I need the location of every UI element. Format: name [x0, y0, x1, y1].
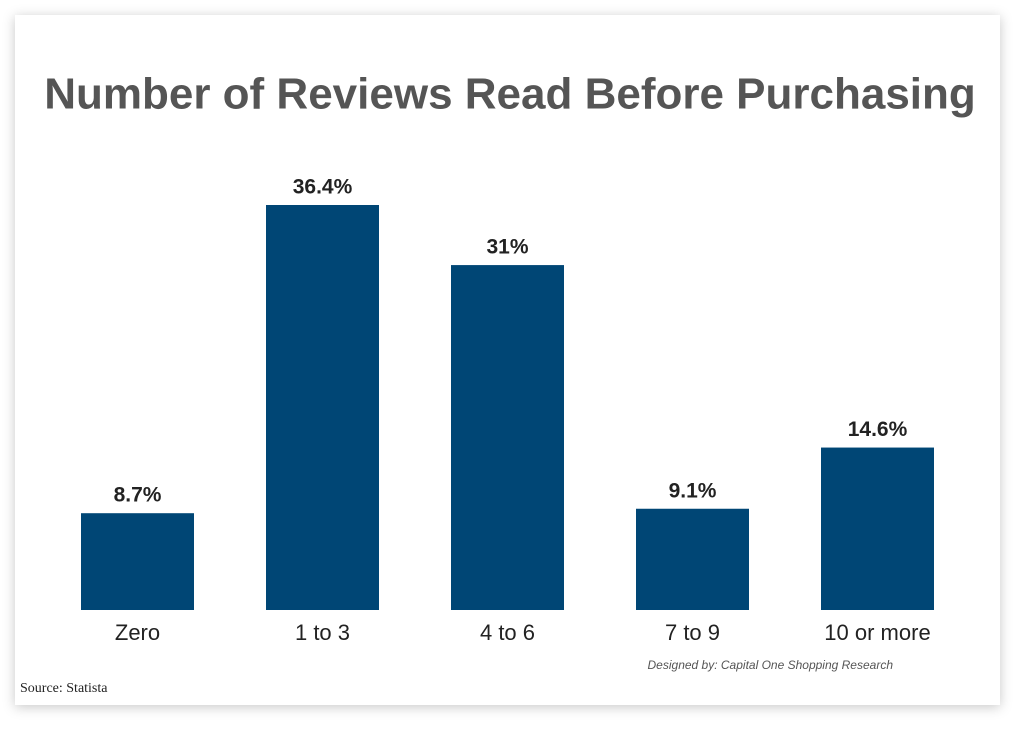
x-tick-label: Zero [115, 620, 160, 645]
x-tick-label: 4 to 6 [480, 620, 535, 645]
value-label: 31% [486, 236, 528, 259]
chart-title: Number of Reviews Read Before Purchasing [44, 70, 976, 119]
bar [821, 447, 934, 610]
bar [81, 513, 194, 610]
value-label: 8.7% [114, 484, 162, 507]
source: Source: Statista [20, 681, 108, 696]
x-tick-label: 10 or more [824, 620, 930, 645]
value-label: 9.1% [669, 479, 717, 502]
bar [451, 265, 564, 610]
bar [636, 508, 749, 610]
value-label: 36.4% [293, 176, 353, 199]
bar [266, 205, 379, 610]
x-tick-label: 1 to 3 [295, 620, 350, 645]
credit: Designed by: Capital One Shopping Resear… [648, 658, 894, 672]
x-tick-label: 7 to 9 [665, 620, 720, 645]
value-label: 14.6% [848, 418, 908, 441]
